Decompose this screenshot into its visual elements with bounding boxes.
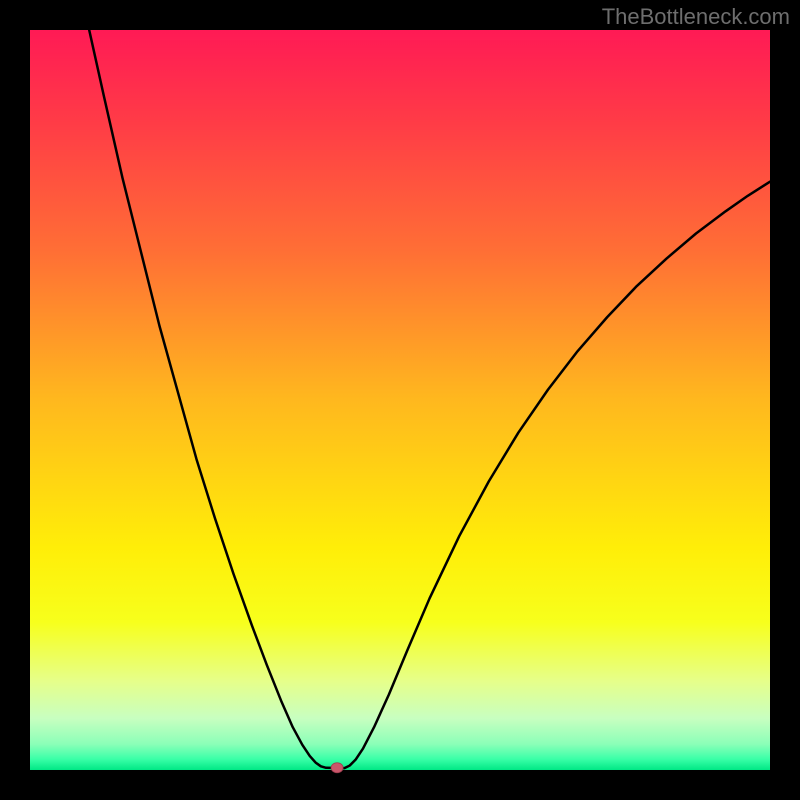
bottleneck-chart: TheBottleneck.com [0,0,800,800]
watermark-text: TheBottleneck.com [602,4,790,30]
chart-svg [0,0,800,800]
